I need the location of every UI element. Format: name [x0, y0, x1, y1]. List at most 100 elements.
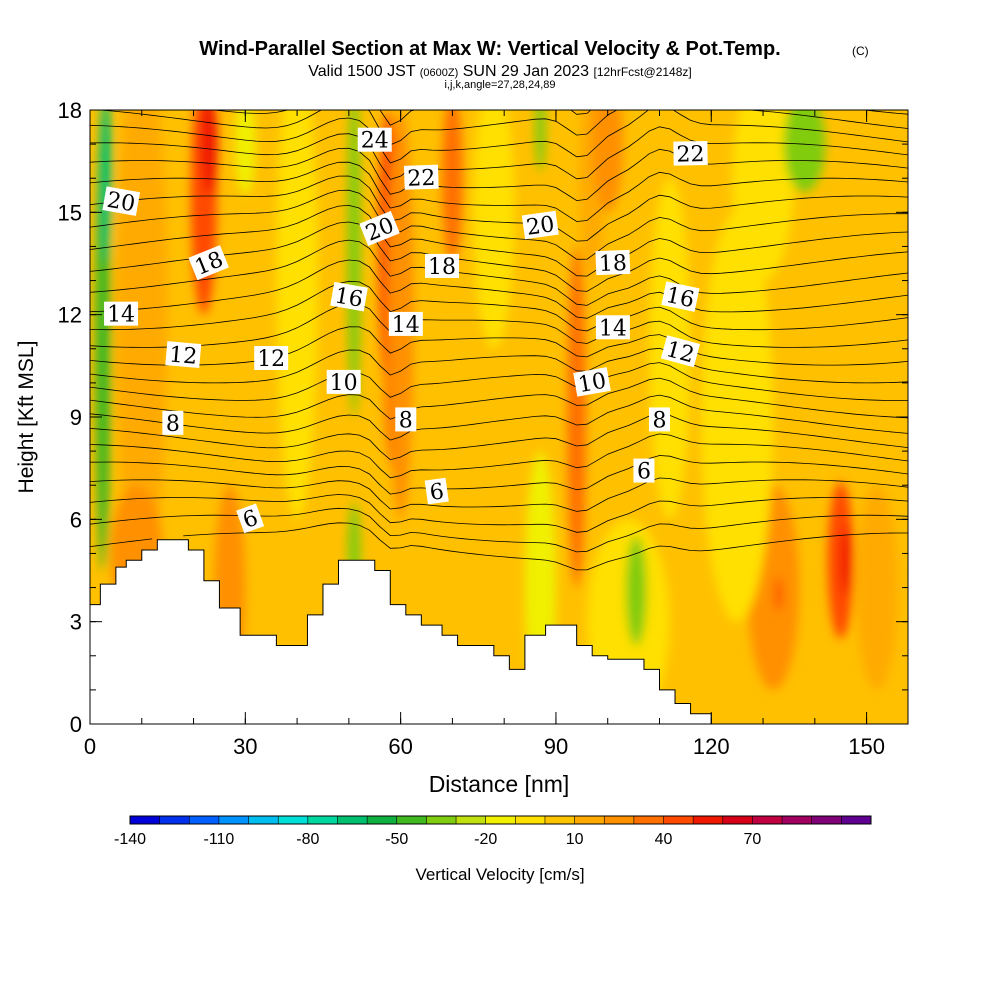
- isentrope-0: [90, 522, 908, 571]
- y-tick-label: 0: [70, 712, 82, 737]
- colorbar-swatch: [130, 816, 161, 824]
- contour-label-13: 14: [595, 315, 630, 341]
- contour-label-21: 8: [648, 407, 670, 433]
- x-tick-label: 0: [84, 734, 96, 759]
- contour-label-text: 6: [428, 479, 445, 506]
- contour-label-23: 6: [633, 458, 655, 485]
- contour-label-5: 20: [521, 210, 559, 241]
- colorbar-swatch: [841, 816, 872, 824]
- velocity-feature-16: [535, 110, 546, 172]
- x-tick-label: 60: [388, 734, 412, 759]
- colorbar-tick-label: 70: [744, 831, 762, 848]
- isentrope-19: [90, 175, 908, 242]
- valid-zulu: (0600Z): [420, 67, 459, 79]
- contour-label-9: 16: [330, 281, 368, 313]
- contour-label-text: 18: [598, 251, 627, 277]
- isentrope-11: [90, 326, 908, 366]
- contour-label-6: 18: [188, 245, 229, 281]
- isentrope-13: [90, 280, 908, 332]
- colorbar-swatch: [604, 816, 635, 824]
- isentrope-20: [90, 161, 908, 222]
- colorbar-swatch: [278, 816, 309, 824]
- contour-label-14: 12: [165, 341, 202, 370]
- isentrope-3: [90, 477, 908, 512]
- contour-label-text: 6: [637, 460, 651, 485]
- velocity-feature-9: [347, 110, 361, 417]
- colorbar-swatch: [159, 816, 190, 824]
- velocity-feature-19: [592, 110, 624, 213]
- contour-label-0: 24: [357, 127, 392, 154]
- colorbar-label: Vertical Velocity [cm/s]: [415, 865, 584, 884]
- contour-label-2: 22: [673, 141, 708, 168]
- y-tick-label: 3: [70, 610, 82, 635]
- colorbar-swatch: [218, 816, 250, 824]
- contour-label-text: 14: [599, 316, 627, 341]
- copyright-mark: (C): [852, 44, 869, 58]
- contour-label-text: 16: [333, 283, 365, 312]
- contour-label-22: 6: [424, 477, 449, 506]
- contour-label-1: 22: [403, 164, 439, 192]
- colorbar-tick-label: -50: [385, 831, 408, 848]
- isentrope-21: [90, 147, 908, 202]
- isentrope-14: [90, 259, 908, 319]
- isentrope-4: [90, 455, 908, 495]
- velocity-feature-22: [625, 536, 647, 646]
- contour-label-text: 10: [330, 371, 358, 396]
- terrain: [90, 539, 908, 724]
- colorbar-swatch: [722, 816, 753, 824]
- colorbar-swatch: [782, 816, 813, 824]
- x-tick-label: 120: [693, 734, 730, 759]
- y-tick-label: 9: [70, 405, 82, 430]
- x-tick-label: 30: [233, 734, 257, 759]
- velocity-feature-31: [700, 212, 774, 622]
- colorbar-swatch: [752, 816, 783, 824]
- x-axis-label: Distance [nm]: [429, 771, 570, 797]
- velocity-feature-5: [115, 110, 168, 588]
- colorbar-swatch: [307, 816, 338, 824]
- isentrope-18: [90, 189, 908, 260]
- velocity-feature-30: [840, 526, 852, 595]
- contour-label-text: 10: [576, 369, 608, 398]
- contour-label-20: 8: [395, 407, 417, 433]
- contour-label-16: 12: [660, 335, 700, 368]
- contour-label-11: 14: [104, 301, 139, 328]
- y-tick-label: 6: [70, 507, 82, 532]
- contour-label-10: 16: [661, 281, 700, 313]
- colorbar-swatch: [574, 816, 605, 824]
- isentrope-9: [90, 362, 908, 401]
- velocity-feature-32: [856, 485, 898, 690]
- velocity-feature-29: [827, 481, 854, 639]
- isentrope-23: [90, 110, 908, 164]
- colorbar-tick-label: -110: [203, 831, 234, 848]
- velocity-feature-6: [276, 110, 318, 520]
- colorbar-swatch: [248, 816, 279, 824]
- contour-label-text: 22: [676, 142, 704, 167]
- velocity-feature-17: [567, 246, 586, 588]
- contour-label-text: 14: [107, 303, 135, 328]
- isentrope-26: [90, 100, 908, 104]
- velocity-feature-4: [234, 110, 256, 196]
- chart-title: Wind-Parallel Section at Max W: Vertical…: [199, 38, 780, 60]
- colorbar-swatch: [693, 816, 724, 824]
- contour-label-8: 18: [595, 249, 631, 277]
- y-axis-label: Height [Kft MSL]: [15, 341, 38, 494]
- grid-index-line: i,j,k,angle=27,28,24,89: [444, 79, 555, 91]
- contour-label-24: 6: [236, 503, 265, 534]
- isentrope-22: [90, 126, 908, 180]
- velocity-feature-15: [473, 110, 515, 349]
- colorbar-swatch: [189, 816, 220, 824]
- forecast-info: [12hrFcst@2148z]: [594, 65, 692, 79]
- contour-label-text: 20: [105, 188, 137, 217]
- contour-label-text: 14: [392, 313, 420, 338]
- colorbar-swatch: [515, 816, 546, 824]
- valid-time-line: Valid 1500 JST (0600Z) SUN 29 Jan 2023 […: [308, 63, 691, 80]
- contour-label-text: 8: [652, 408, 666, 433]
- colorbar: -140 -110 -80 -50 -20 10 40 70: [114, 815, 872, 848]
- colorbar-swatch: [485, 816, 516, 824]
- contour-label-text: 18: [428, 255, 456, 280]
- colorbar-swatch: [456, 816, 487, 824]
- velocity-feature-1: [99, 110, 112, 264]
- contour-label-15: 12: [254, 346, 289, 372]
- velocity-feature-28: [774, 577, 783, 612]
- contour-label-text: 12: [257, 347, 285, 372]
